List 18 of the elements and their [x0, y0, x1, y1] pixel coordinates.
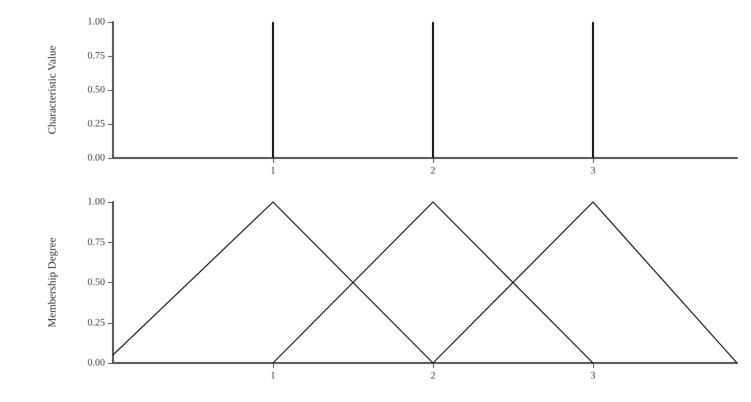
x-tick-label: 1: [270, 370, 276, 382]
x-tick-label: 3: [590, 166, 596, 176]
y-tick-label: 0.00: [88, 152, 105, 164]
y-axis-title: Membership Degree: [46, 237, 58, 328]
y-tick-label: 1.00: [88, 196, 105, 208]
y-tick-label: 0.50: [88, 277, 105, 288]
x-tick-label: 2: [430, 370, 436, 382]
y-axis-title: Characteristic Value: [46, 46, 58, 134]
y-tick-label: 0.75: [88, 236, 105, 248]
x-tick-label: 3: [590, 370, 596, 382]
y-tick-label: 0.00: [88, 358, 105, 368]
y-tick-label: 0.25: [88, 317, 105, 328]
x-tick-label: 1: [270, 166, 276, 176]
y-tick-label: 0.25: [88, 118, 105, 130]
y-tick-label: 1.00: [88, 16, 105, 28]
x-tick-label: 2: [430, 166, 436, 176]
y-tick-label: 0.75: [88, 50, 105, 62]
y-tick-label: 0.50: [88, 84, 105, 96]
